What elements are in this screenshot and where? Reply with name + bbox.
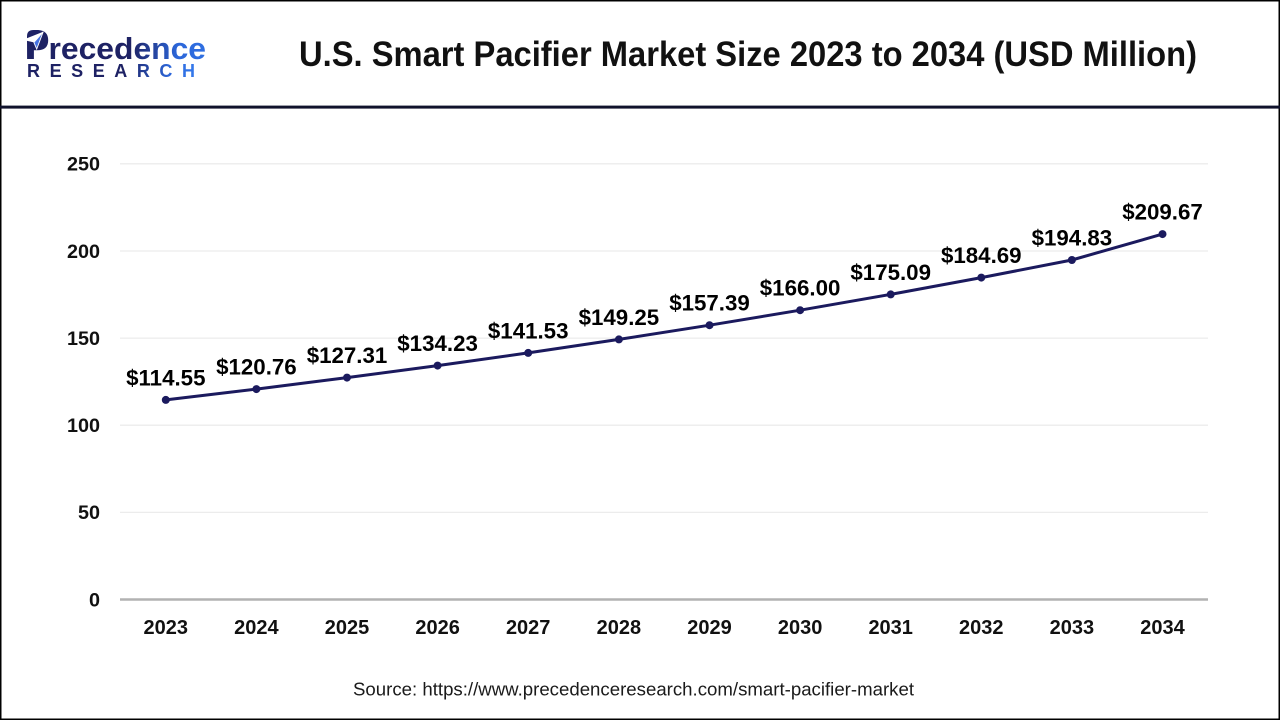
svg-text:100: 100 [67,415,100,437]
svg-text:2025: 2025 [325,617,370,639]
svg-text:2023: 2023 [144,617,189,639]
svg-text:2029: 2029 [687,617,732,639]
svg-text:$184.69: $184.69 [941,243,1022,268]
svg-text:2027: 2027 [506,617,551,639]
svg-text:250: 250 [67,154,100,176]
svg-text:$209.67: $209.67 [1122,200,1203,225]
svg-text:$127.31: $127.31 [307,343,388,368]
svg-text:$141.53: $141.53 [488,318,569,343]
svg-text:U.S. Smart Pacifier Market Siz: U.S. Smart Pacifier Market Size 2023 to … [299,35,1197,74]
svg-text:$194.83: $194.83 [1032,226,1113,251]
svg-text:0: 0 [89,589,100,611]
svg-text:$175.09: $175.09 [850,260,931,285]
svg-text:2033: 2033 [1050,617,1095,639]
svg-text:2034: 2034 [1140,617,1185,639]
svg-text:200: 200 [67,241,100,263]
svg-text:50: 50 [78,502,100,524]
svg-text:$134.23: $134.23 [397,331,478,356]
svg-text:$157.39: $157.39 [669,291,750,316]
svg-text:$149.25: $149.25 [579,305,660,330]
svg-text:2032: 2032 [959,617,1004,639]
svg-text:recedence: recedence [49,31,207,66]
svg-text:2030: 2030 [778,617,823,639]
svg-text:2026: 2026 [415,617,460,639]
svg-text:2031: 2031 [868,617,913,639]
svg-text:Source: https://www.precedence: Source: https://www.precedenceresearch.c… [353,679,914,699]
svg-text:2024: 2024 [234,617,279,639]
svg-text:150: 150 [67,328,100,350]
svg-text:$114.55: $114.55 [126,365,205,390]
svg-text:$120.76: $120.76 [216,355,297,380]
svg-text:$166.00: $166.00 [760,276,841,301]
svg-text:2028: 2028 [597,617,642,639]
